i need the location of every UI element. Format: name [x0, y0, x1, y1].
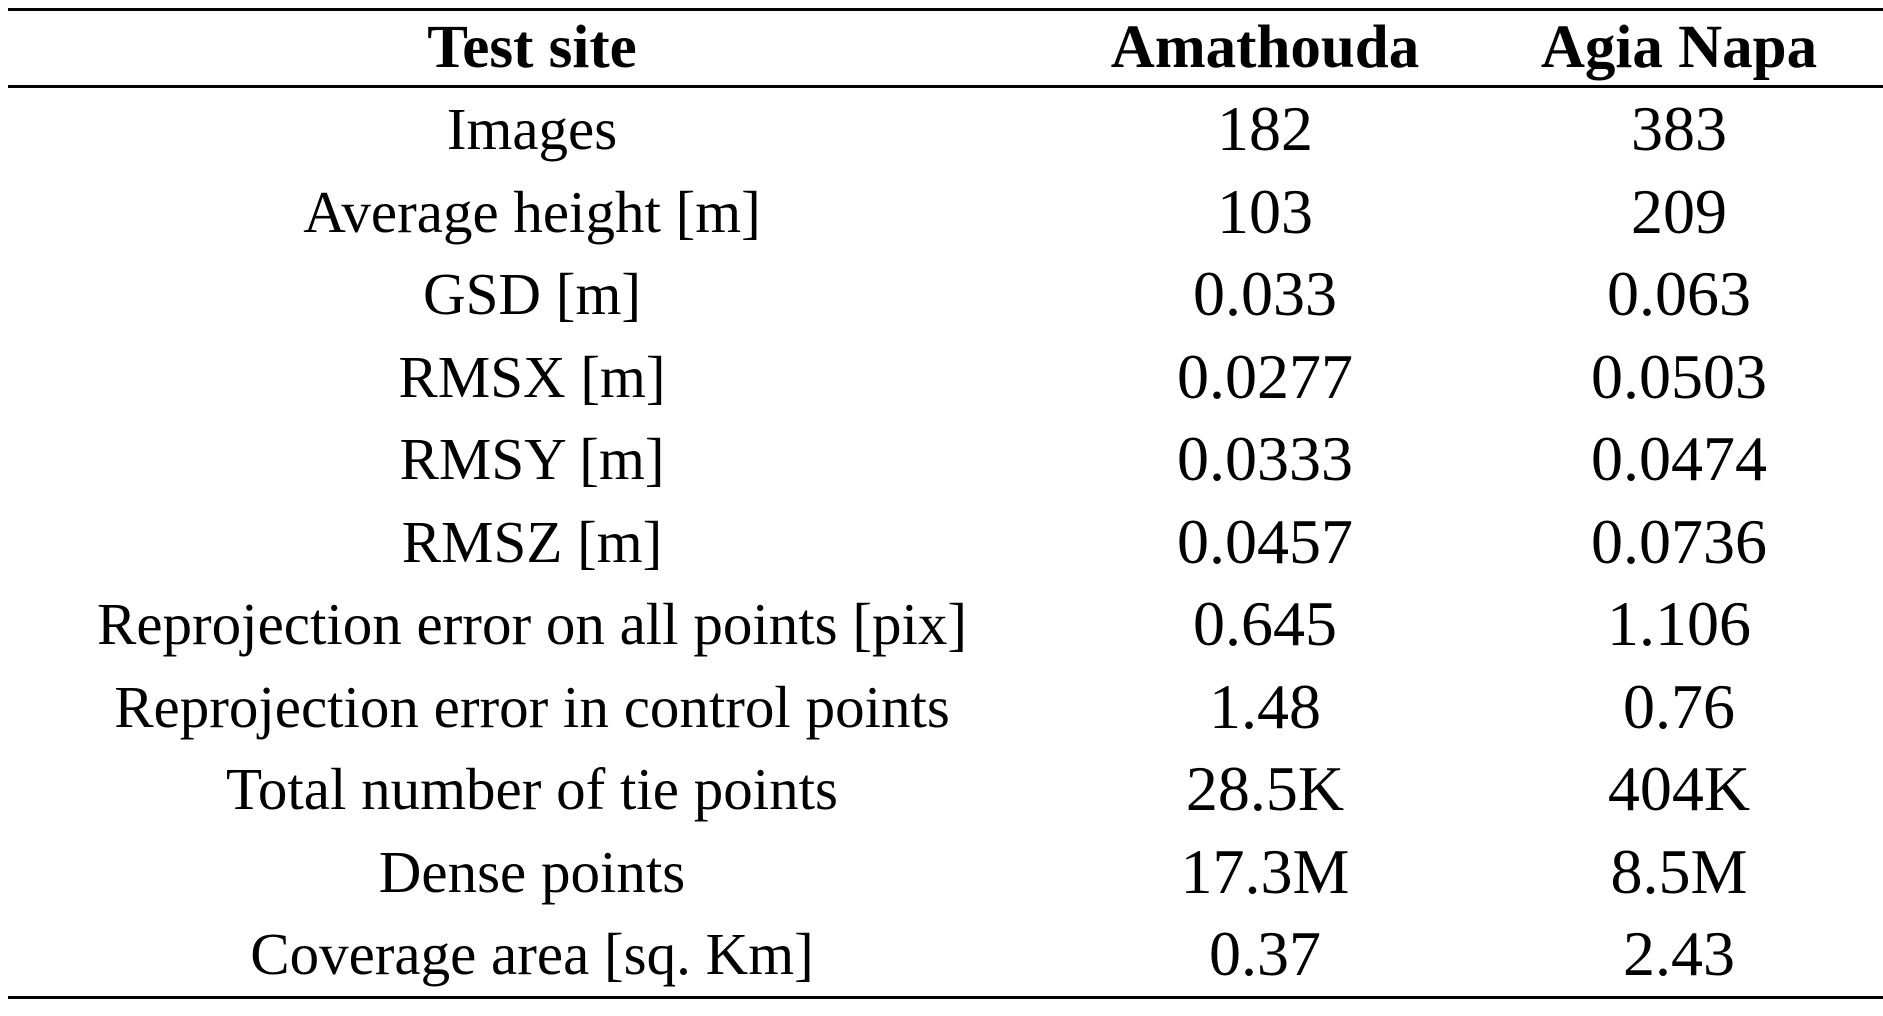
row-label: GSD [m]	[423, 261, 641, 328]
amathouda-value: 28.5K	[1185, 753, 1345, 825]
row-label: Coverage area [sq. Km]	[250, 921, 814, 988]
amathouda-value: 17.3M	[1180, 835, 1350, 907]
table-row: Dense points 17.3M 8.5M	[8, 831, 1883, 914]
amathouda-value: 0.37	[1209, 918, 1321, 990]
agia-napa-value: 0.0503	[1591, 340, 1767, 412]
amathouda-value: 103	[1217, 175, 1313, 247]
row-label: RMSZ [m]	[401, 508, 663, 575]
agia-napa-value: 383	[1631, 93, 1727, 165]
table-row: RMSY [m] 0.0333 0.0474	[8, 418, 1883, 501]
table-row: GSD [m] 0.033 0.063	[8, 253, 1883, 336]
amathouda-value: 0.0277	[1177, 340, 1353, 412]
table-row: Reprojection error on all points [pix] 0…	[8, 583, 1883, 666]
row-label: Total number of tie points	[226, 756, 838, 823]
row-label: Reprojection error in control points	[114, 673, 950, 740]
row-label: Reprojection error on all points [pix]	[96, 591, 968, 658]
agia-napa-value: 404K	[1607, 753, 1751, 825]
agia-napa-value: 0.063	[1607, 258, 1751, 330]
table-header: Test site Amathouda Agia Napa	[8, 11, 1883, 88]
row-label: Average height [m]	[303, 178, 761, 245]
table-row: Coverage area [sq. Km] 0.37 2.43	[8, 913, 1883, 996]
header-amathouda: Amathouda	[1056, 11, 1474, 88]
header-test-site: Test site	[8, 11, 1056, 88]
table-row: Average height [m] 103 209	[8, 171, 1883, 254]
results-table-container: Test site Amathouda Agia Napa Images 182…	[8, 8, 1883, 999]
amathouda-value: 0.033	[1193, 258, 1337, 330]
table-row: Total number of tie points 28.5K 404K	[8, 748, 1883, 831]
agia-napa-value: 0.0474	[1591, 423, 1767, 495]
row-label: RMSX [m]	[398, 343, 666, 410]
header-row: Test site Amathouda Agia Napa	[8, 11, 1883, 88]
results-table: Test site Amathouda Agia Napa Images 182…	[8, 11, 1883, 996]
amathouda-value: 1.48	[1209, 670, 1321, 742]
agia-napa-value: 2.43	[1623, 918, 1735, 990]
amathouda-value: 0.0457	[1177, 505, 1353, 577]
table-row: RMSX [m] 0.0277 0.0503	[8, 336, 1883, 419]
table-row: Reprojection error in control points 1.4…	[8, 666, 1883, 749]
row-label: Dense points	[378, 838, 686, 905]
amathouda-value: 0.645	[1193, 588, 1337, 660]
agia-napa-value: 8.5M	[1610, 835, 1748, 907]
agia-napa-value: 1.106	[1607, 588, 1751, 660]
header-agia-napa: Agia Napa	[1474, 11, 1883, 88]
agia-napa-value: 0.76	[1623, 670, 1735, 742]
table-body: Images 182 383 Average height [m] 103 20…	[8, 87, 1883, 996]
table-row: Images 182 383	[8, 87, 1883, 171]
agia-napa-value: 0.0736	[1591, 505, 1767, 577]
row-label: Images	[446, 96, 618, 163]
table-row: RMSZ [m] 0.0457 0.0736	[8, 501, 1883, 584]
amathouda-value: 182	[1217, 93, 1313, 165]
agia-napa-value: 209	[1631, 175, 1727, 247]
row-label: RMSY [m]	[399, 426, 665, 493]
amathouda-value: 0.0333	[1177, 423, 1353, 495]
